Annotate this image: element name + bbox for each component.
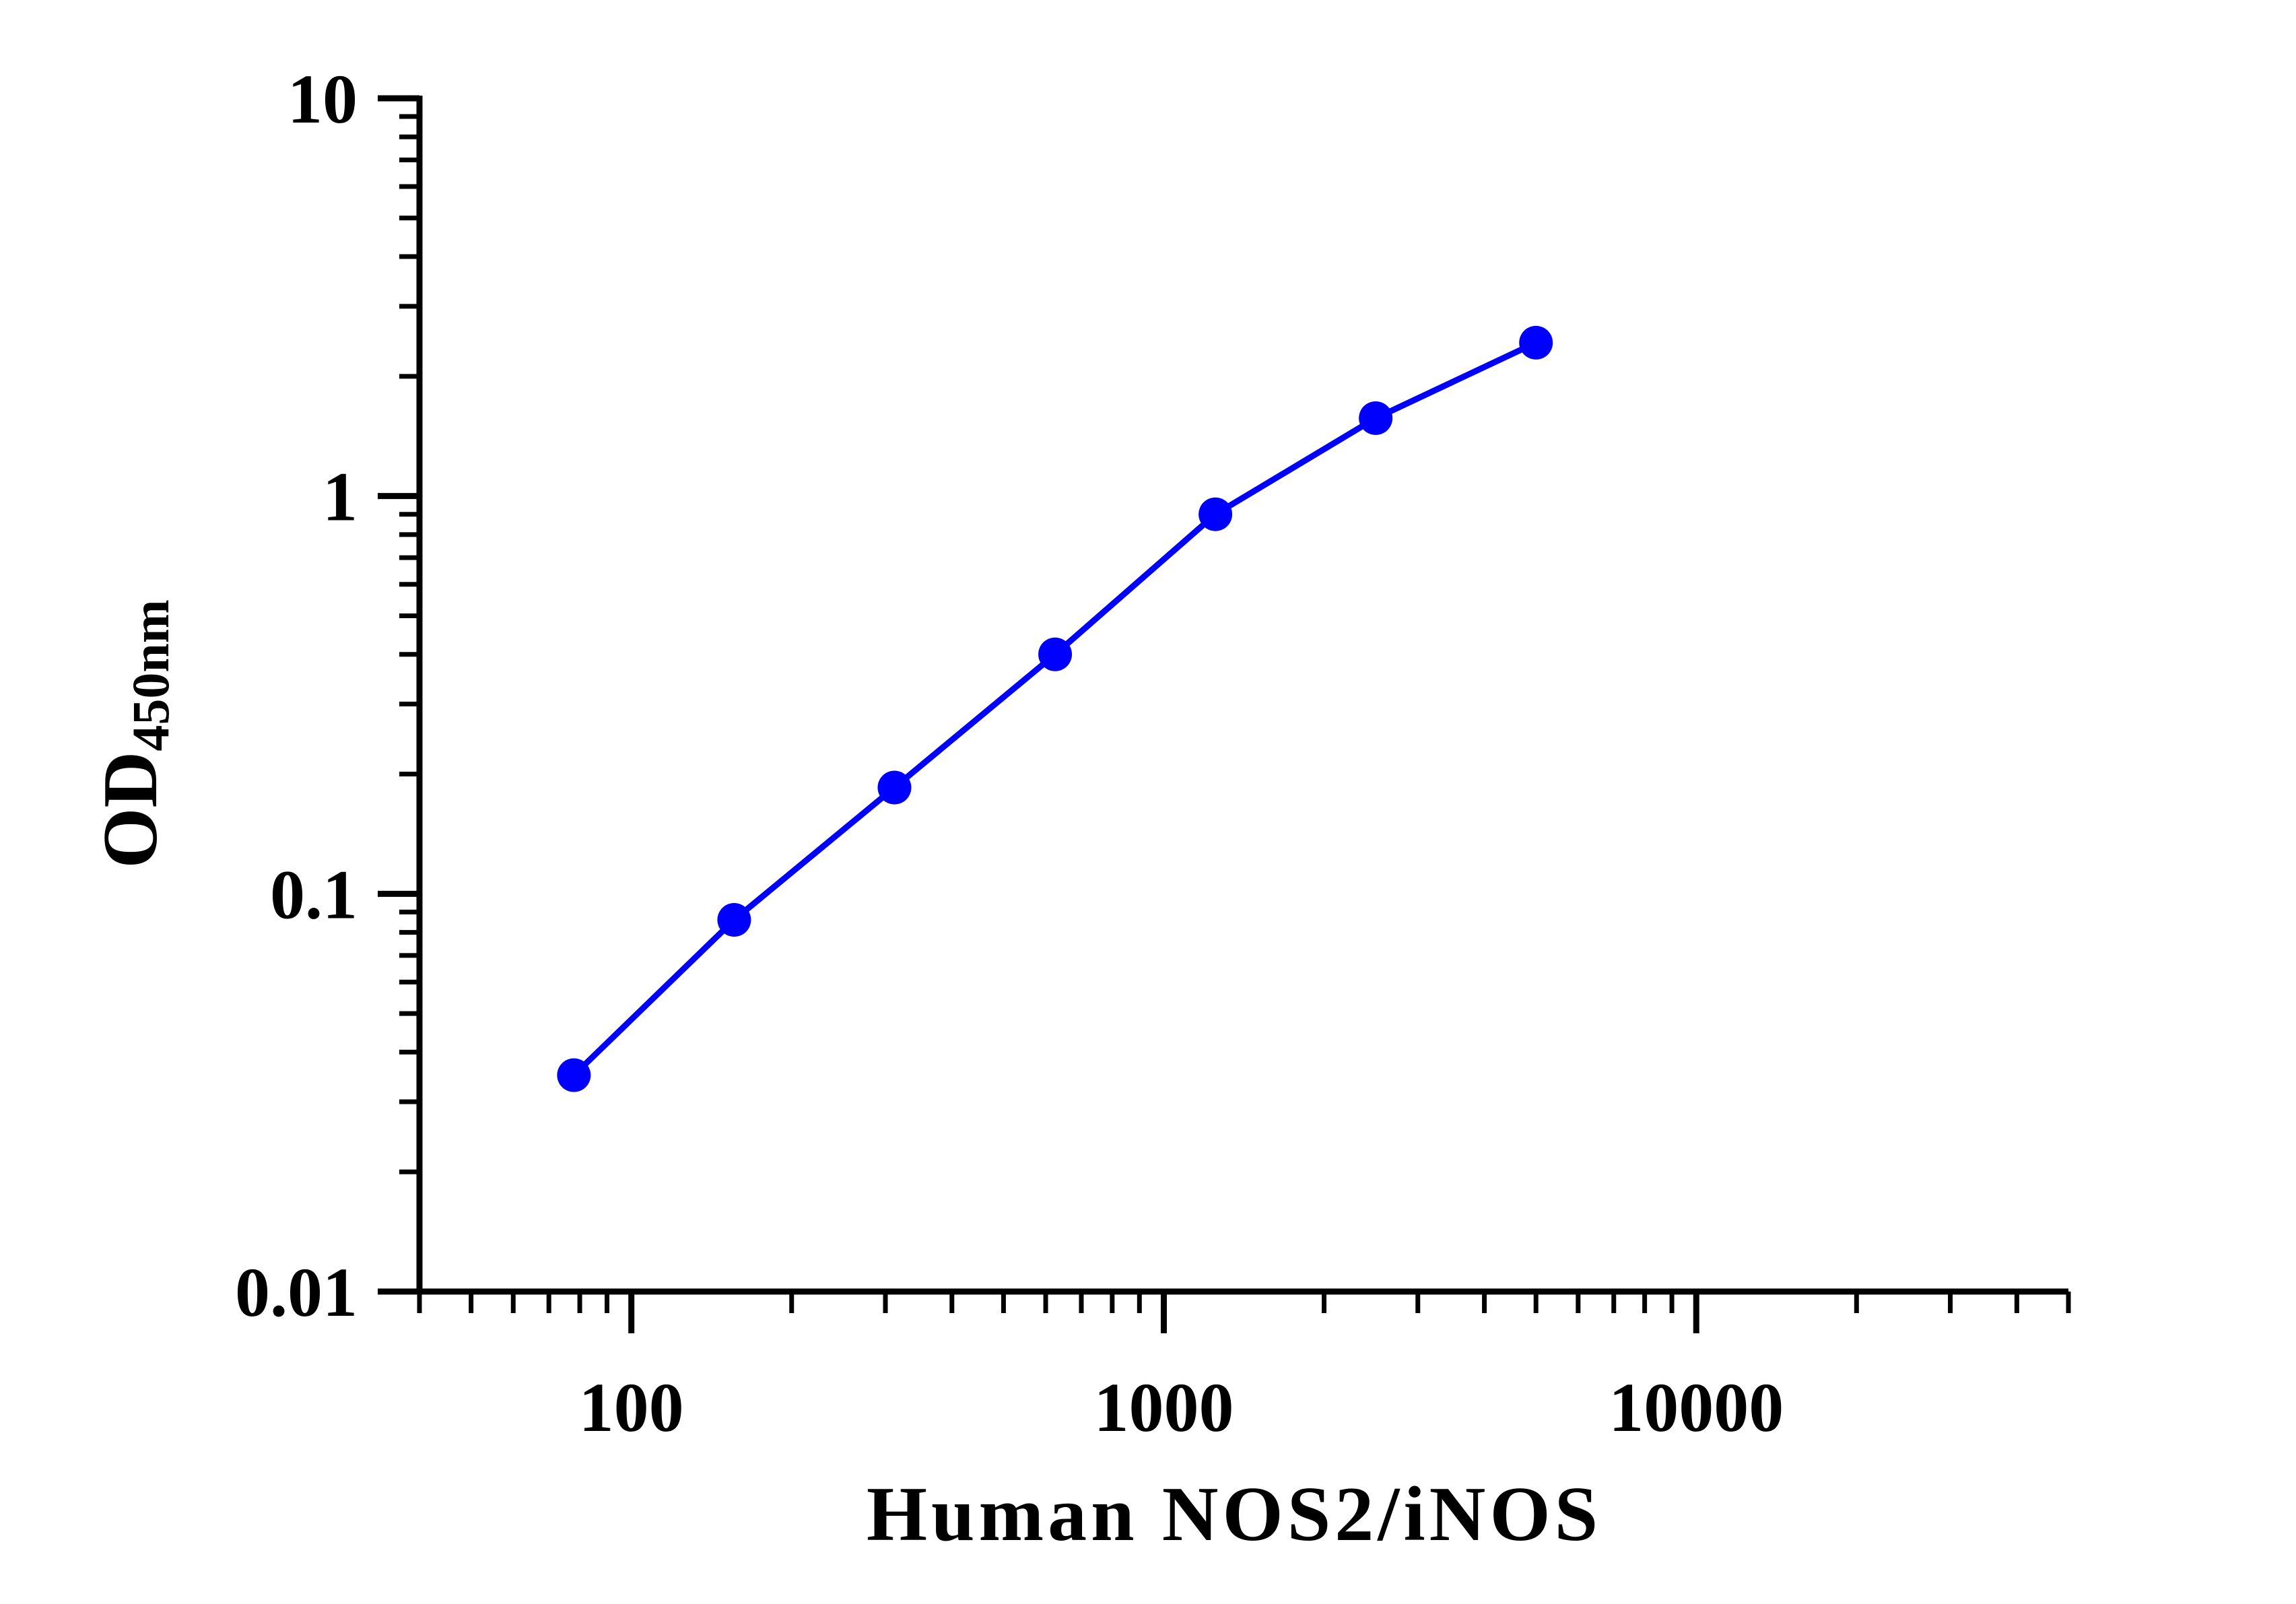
axes: [416, 96, 2068, 1295]
y-axis-title-subscript: 450nm: [121, 599, 180, 751]
y-tick-label: 0.1: [270, 856, 358, 933]
data-point: [717, 903, 751, 937]
data-point: [1359, 401, 1393, 435]
data-point: [1038, 637, 1073, 671]
data-point: [1198, 497, 1233, 531]
y-axis-title: OD450nm: [88, 599, 180, 868]
y-axis-ticks: [378, 95, 419, 1295]
data-point: [1519, 325, 1553, 360]
x-axis-ticks: [417, 1292, 2071, 1333]
x-tick-label: 100: [579, 1369, 684, 1446]
data-point: [557, 1058, 591, 1092]
x-axis-tick-labels: 100 1000 10000: [579, 1369, 1784, 1446]
y-tick-label: 10: [288, 61, 358, 138]
x-tick-label: 10000: [1609, 1369, 1784, 1446]
x-tick-label: 1000: [1093, 1369, 1234, 1446]
series-layer: [557, 325, 1553, 1092]
y-axis-tick-labels: 0.01 0.1 1 10: [235, 61, 358, 1331]
y-axis-title-main: OD: [88, 751, 174, 869]
y-tick-label: 1: [323, 459, 358, 536]
x-axis-title: Human NOS2/iNOS: [867, 1471, 1602, 1558]
y-tick-label: 0.01: [235, 1254, 358, 1331]
series-line: [572, 339, 1538, 1077]
data-point: [877, 770, 912, 805]
